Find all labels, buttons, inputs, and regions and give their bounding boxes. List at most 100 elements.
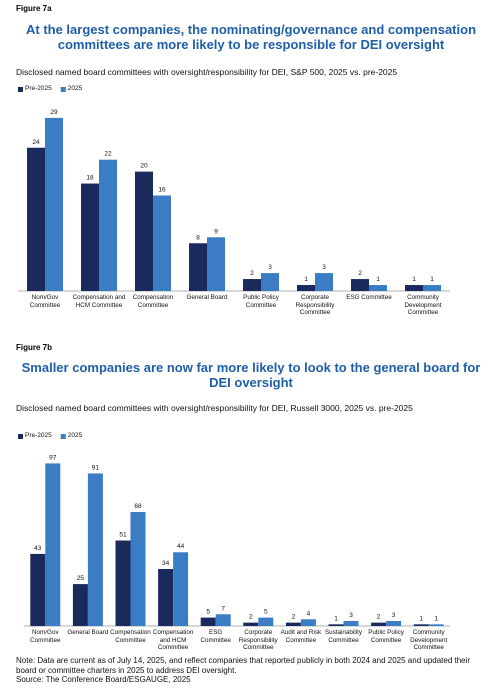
legend-swatch [60, 87, 66, 92]
bar [423, 285, 441, 291]
chart-subtitle: Disclosed named board committees with ov… [16, 403, 413, 413]
value-label: 1 [412, 276, 416, 283]
value-label: 5 [264, 609, 268, 616]
bar [215, 614, 231, 626]
x-tick-label: Community Development Committee [410, 629, 448, 651]
value-label: 1 [376, 276, 380, 283]
bar [386, 620, 402, 626]
value-label: 29 [50, 109, 58, 116]
bar [173, 552, 189, 626]
bar [99, 159, 117, 291]
value-label: 1 [304, 276, 308, 283]
x-tick-label: Nom/Gov Committee [30, 629, 61, 644]
legend-swatch [18, 87, 23, 92]
value-label: 2 [292, 614, 296, 621]
legend-label: 2025 [67, 85, 83, 92]
x-tick-label: Public Policy Committee [368, 629, 404, 644]
bar [285, 622, 301, 626]
bar [328, 624, 344, 626]
x-tick-label: ESG Committee [200, 629, 231, 644]
value-label: 91 [92, 464, 100, 471]
bar [207, 237, 225, 291]
note: Note: Data are current as of July 14, 20… [16, 656, 471, 675]
bar [158, 569, 174, 626]
value-label: 25 [77, 575, 85, 582]
legend-swatch [60, 434, 66, 439]
value-label: 7 [221, 605, 225, 612]
value-label: 68 [134, 503, 142, 510]
bar [243, 279, 261, 291]
legend-label: Pre-2025 [25, 85, 52, 92]
x-tick-label: Corporate Responsibility Committee [238, 629, 278, 651]
x-tick-label: Corporate Responsibility Committee [295, 294, 335, 316]
bar [189, 243, 207, 291]
value-label: 16 [158, 187, 166, 194]
value-label: 43 [34, 545, 42, 552]
bar [243, 622, 259, 626]
value-label: 4 [307, 610, 311, 617]
bar [369, 285, 387, 291]
value-label: 20 [140, 163, 148, 170]
bar [258, 617, 274, 626]
x-tick-label: Compensation and HCM Committee [72, 294, 126, 309]
value-label: 9 [214, 228, 218, 235]
value-label: 1 [430, 276, 434, 283]
value-label: 2 [377, 614, 381, 621]
bar [130, 512, 146, 626]
bar [405, 285, 423, 291]
value-label: 34 [162, 560, 170, 567]
bar [115, 540, 131, 626]
x-tick-label: Public Policy Committee [243, 294, 279, 309]
bar [343, 620, 359, 626]
bar [45, 463, 61, 626]
value-label: 2 [358, 270, 362, 277]
value-label: 44 [177, 543, 185, 550]
value-label: 1 [419, 615, 423, 622]
x-tick-label: Sustainability Committee [324, 629, 363, 644]
bar [30, 553, 46, 626]
bar [428, 624, 444, 626]
bar [135, 171, 153, 291]
bar [200, 617, 216, 626]
x-tick-label: General Board [67, 629, 109, 636]
x-tick-label: Nom/Gov Committee [29, 294, 61, 309]
bar [371, 622, 387, 626]
bar [27, 147, 45, 291]
value-label: 24 [32, 139, 40, 146]
x-tick-label: ESG Committee [346, 294, 392, 301]
value-label: 51 [119, 532, 127, 539]
value-label: 97 [49, 454, 57, 461]
x-tick-label: Compensation Committee [110, 629, 151, 644]
figure-label: Figure 7a [16, 4, 52, 13]
x-tick-label: Compensation Committee [132, 294, 174, 309]
chart-title: Smaller companies are now far more likel… [21, 360, 481, 390]
bar [72, 584, 88, 626]
x-tick-label: General Board [186, 294, 228, 301]
value-label: 1 [434, 615, 438, 622]
chart-title: At the largest companies, the nominating… [25, 22, 477, 52]
bar [351, 279, 369, 291]
x-tick-label: Compensation and HCM Committee [152, 629, 194, 651]
bar [315, 273, 333, 291]
source: Source: The Conference Board/ESGAUGE, 20… [16, 675, 191, 684]
x-tick-label: Audit and Risk Committee [280, 629, 322, 644]
legend-swatch [18, 434, 23, 439]
bar [81, 183, 99, 291]
x-tick-label: Community Development Committee [404, 294, 442, 316]
value-label: 18 [86, 175, 94, 182]
value-label: 5 [206, 609, 210, 616]
value-label: 3 [392, 612, 396, 619]
value-label: 1 [334, 615, 338, 622]
bar [300, 619, 316, 626]
chart-subtitle: Disclosed named board committees with ov… [16, 67, 398, 77]
value-label: 3 [268, 264, 272, 271]
value-label: 3 [349, 612, 353, 619]
bar [87, 473, 103, 626]
bar [153, 195, 171, 291]
value-label: 2 [250, 270, 254, 277]
value-label: 3 [322, 264, 326, 271]
value-label: 22 [104, 151, 112, 158]
bar [413, 624, 429, 626]
